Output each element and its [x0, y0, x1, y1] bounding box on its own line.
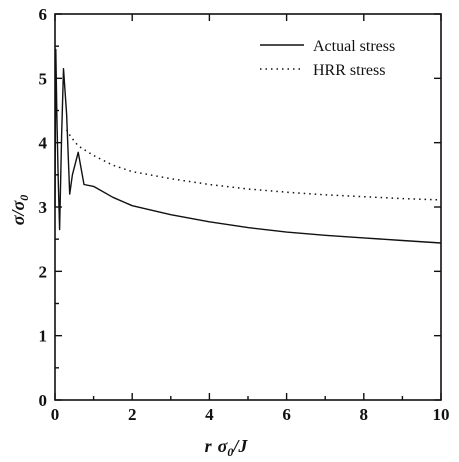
y-axis-label-sub: 0 [17, 195, 31, 201]
x-axis-label-rest: /J [231, 436, 248, 456]
y-axis-label-slash: / [8, 209, 28, 218]
series-line-hrr-stress [65, 129, 442, 201]
x-axis-label-sigma: σ [218, 436, 229, 456]
legend-label-hrr: HRR stress [313, 62, 385, 79]
plot-area [54, 48, 442, 244]
x-tick-label: 0 [51, 405, 60, 424]
legend-label-actual: Actual stress [313, 38, 395, 55]
x-axis-label: r σ0/J [205, 436, 249, 459]
x-axis-label-r: r [205, 436, 213, 456]
x-tick-label: 8 [360, 405, 369, 424]
x-tick-label: 4 [205, 405, 214, 424]
y-axis-label: σ/σ0 [8, 195, 31, 225]
y-tick-label: 2 [39, 262, 48, 281]
y-tick-label: 3 [39, 198, 48, 217]
axes: 0 2 4 6 8 10 0 1 2 3 4 5 6 [39, 5, 450, 424]
y-tick-label: 1 [39, 327, 48, 346]
y-axis-label-sigma0: σ [8, 199, 28, 210]
x-tick-label: 10 [433, 405, 450, 424]
x-tick-label: 6 [282, 405, 291, 424]
x-axis-label-sub: 0 [227, 445, 233, 459]
y-tick-label: 0 [39, 391, 48, 410]
y-axis-label-sigma: σ [8, 214, 28, 225]
y-tick-label: 4 [39, 134, 48, 153]
x-tick-label: 2 [128, 405, 137, 424]
y-tick-label: 6 [39, 5, 48, 24]
y-tick-label: 5 [39, 69, 48, 88]
series-line-actual-stress [54, 48, 442, 244]
legend: Actual stress HRR stress [260, 38, 395, 79]
